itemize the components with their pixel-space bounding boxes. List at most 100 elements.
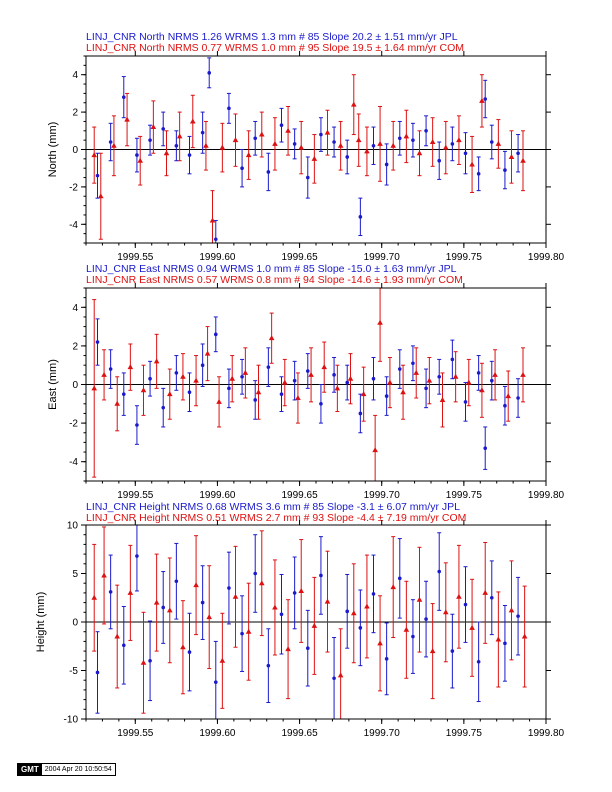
height-com-point: [442, 609, 449, 615]
height-jpl-point: [200, 600, 205, 605]
east-com-point: [505, 393, 512, 399]
east-com-point: [127, 364, 134, 370]
north-com-point: [272, 140, 278, 146]
east-com-point: [387, 379, 393, 385]
east-com-point: [255, 389, 262, 395]
height-jpl-point: [292, 591, 297, 595]
north-com-point: [97, 193, 104, 199]
east-jpl-point: [397, 367, 402, 371]
east-jpl-point: [489, 378, 494, 383]
height-com-point: [429, 648, 436, 654]
east-com-point: [377, 319, 383, 325]
north-jpl-point: [253, 136, 258, 141]
north-x-tick-label: 1999.65: [281, 252, 318, 263]
north-com-point: [429, 139, 436, 145]
height-jpl-point: [148, 659, 152, 663]
height-com-point: [350, 610, 357, 616]
east-jpl-point: [240, 374, 244, 379]
height-com-point: [403, 626, 410, 632]
east-com-point: [465, 379, 472, 385]
east-com-point: [347, 375, 354, 381]
height-com-point: [390, 584, 397, 590]
height-y-tick-label: -5: [69, 666, 78, 677]
north-com-point: [469, 161, 475, 167]
north-com-point: [176, 133, 183, 139]
height-com-point: [482, 589, 489, 595]
east-x-tick-label: 1999.55: [117, 490, 154, 501]
east-jpl-point: [450, 357, 455, 362]
north-jpl-point: [483, 97, 488, 101]
east-x-tick-label: 1999.60: [199, 490, 236, 501]
east-jpl-point: [108, 367, 113, 371]
east-jpl-point: [483, 446, 488, 450]
north-jpl-point: [516, 151, 520, 156]
gmt-logo: GMT: [18, 764, 42, 775]
north-jpl-point: [148, 138, 152, 142]
north-jpl-point: [463, 151, 468, 156]
north-jpl-point: [213, 237, 218, 242]
east-jpl-point: [424, 386, 428, 391]
east-com-point: [281, 379, 288, 385]
north-y-tick-label: 0: [72, 145, 78, 156]
height-title-com: LINJ_CNR Height NRMS 0.51 WRMS 2.7 mm # …: [86, 512, 466, 524]
north-com-point: [111, 142, 117, 148]
east-jpl-point: [503, 403, 507, 408]
east-com-point: [114, 400, 121, 406]
north-jpl-point: [187, 153, 192, 157]
north-y-tick-label: 2: [72, 108, 78, 119]
height-com-point: [153, 599, 160, 605]
north-jpl-point: [292, 142, 297, 146]
height-jpl-point: [319, 573, 323, 578]
north-com-point: [285, 127, 291, 133]
plot-date: 2004 Apr 20 10:50:54: [41, 764, 115, 775]
height-com-point: [377, 640, 383, 646]
east-jpl-point: [187, 390, 192, 395]
north-marks: [86, 57, 546, 243]
east-jpl-point: [516, 396, 520, 400]
height-com-point: [206, 614, 213, 620]
north-com-point: [150, 124, 157, 130]
height-com-point: [219, 657, 226, 663]
height-ylabel: Height (mm): [35, 592, 47, 653]
height-com-point: [495, 636, 502, 642]
north-title-jpl: LINJ_CNR North NRMS 1.26 WRMS 1.3 mm # 8…: [86, 31, 458, 43]
north-com-point: [456, 137, 462, 143]
north-jpl-point: [279, 123, 284, 127]
height-jpl-point: [108, 590, 113, 594]
east-jpl-point: [411, 361, 415, 366]
north-com-point: [324, 129, 331, 135]
north-com-point: [495, 140, 502, 146]
height-com-point: [521, 633, 528, 639]
east-y-tick-label: 4: [72, 303, 78, 314]
east-title-com: LINJ_CNR East NRMS 0.57 WRMS 0.8 mm # 94…: [86, 274, 463, 286]
east-ylabel: East (mm): [47, 359, 59, 410]
east-jpl-point: [266, 365, 271, 369]
east-jpl-point: [200, 363, 205, 368]
north-x-tick-label: 1999.60: [199, 252, 236, 263]
east-jpl-point: [148, 376, 152, 381]
height-jpl-point: [489, 595, 494, 600]
east-com-point: [492, 371, 498, 377]
north-com-point: [355, 137, 362, 143]
north-x-tick-label: 1999.75: [446, 252, 483, 263]
height-jpl-point: [397, 576, 402, 581]
height-jpl-point: [371, 592, 376, 596]
height-jpl-point: [121, 643, 126, 648]
east-jpl-point: [476, 371, 481, 375]
north-jpl-point: [174, 143, 179, 148]
height-y-tick-label: 10: [67, 521, 79, 532]
north-jpl-point: [397, 136, 402, 141]
north-com-point: [442, 144, 449, 150]
east-com-point: [166, 391, 173, 397]
height-jpl-point: [253, 571, 258, 576]
height-jpl-point: [305, 646, 310, 650]
north-com-point: [189, 118, 196, 124]
north-com-point: [232, 137, 239, 143]
north-jpl-point: [135, 153, 139, 157]
north-com-point: [163, 150, 170, 156]
east-x-tick-label: 1999.70: [364, 490, 401, 501]
east-com-point: [452, 373, 459, 379]
height-jpl-point: [450, 649, 455, 653]
east-com-point: [400, 389, 406, 395]
